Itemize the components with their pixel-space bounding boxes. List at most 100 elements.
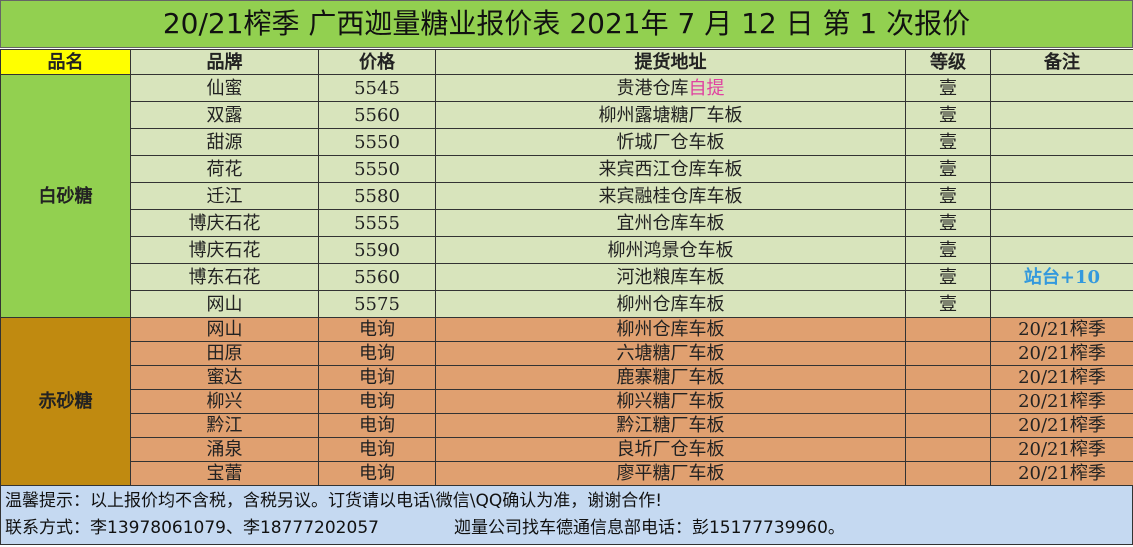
- address-text: 柳州仓库车板: [616, 293, 725, 315]
- address-cell: 柳州鸿景仓车板: [435, 236, 906, 264]
- brand-cell: 田原: [130, 341, 319, 366]
- table-row: 荷花 5550 来宾西江仓库车板 壹: [1, 155, 1133, 183]
- brand-cell: 博东石花: [130, 263, 319, 291]
- table-row: 迁江 5580 来宾融桂仓库车板 壹: [1, 182, 1133, 210]
- brand-cell: 仙蜜: [130, 74, 319, 102]
- address-text: 六塘糖厂车板: [616, 343, 725, 364]
- footer-notice: 温馨提示：以上报价均不含税，含税另议。订货请以电话\微信\QQ确认为准，谢谢合作…: [0, 486, 1133, 545]
- price-cell: 电询: [318, 365, 436, 390]
- grade-cell: 壹: [905, 263, 991, 291]
- price-cell: 5555: [318, 209, 436, 237]
- address-text: 贵港仓库: [616, 77, 689, 99]
- note-cell: 20/21榨季: [990, 341, 1133, 366]
- note-cell: 20/21榨季: [990, 389, 1133, 414]
- brand-cell: 宝蕾: [130, 461, 319, 486]
- grade-cell: 壹: [905, 290, 991, 318]
- grade-cell: 壹: [905, 236, 991, 264]
- address-text: 柳州鸿景仓车板: [607, 239, 734, 261]
- grade-cell: [905, 437, 991, 462]
- price-cell: 5560: [318, 101, 436, 129]
- table-row: 宝蕾 电询 廖平糖厂车板 20/21榨季: [1, 461, 1133, 486]
- brand-cell: 网山: [130, 317, 319, 342]
- header-note: 备注: [990, 49, 1133, 75]
- price-cell: 电询: [318, 461, 436, 486]
- table-row: 网山 5575 柳州仓库车板 壹: [1, 290, 1133, 318]
- grade-cell: [905, 365, 991, 390]
- grade-cell: 壹: [905, 101, 991, 129]
- note-cell: [990, 182, 1133, 210]
- note-cell: [990, 236, 1133, 264]
- header-row: 品名 品牌 价格 提货地址 等级 备注: [0, 49, 1133, 75]
- header-category: 品名: [0, 49, 131, 75]
- grade-cell: 壹: [905, 74, 991, 102]
- address-cell: 柳州露塘糖厂车板: [435, 101, 906, 129]
- table-row: 博东石花 5560 河池粮库车板 壹站台+10: [1, 263, 1133, 291]
- address-cell: 廖平糖厂车板: [435, 461, 906, 486]
- address-text: 来宾融桂仓库车板: [598, 185, 743, 207]
- address-text: 鹿寨糖厂车板: [616, 367, 725, 388]
- page-title: 20/21榨季 广西迦量糖业报价表 2021年 7 月 12 日 第 1 次报价: [0, 0, 1133, 48]
- note-cell: [990, 128, 1133, 156]
- address-cell: 柳兴糖厂车板: [435, 389, 906, 414]
- address-cell: 六塘糖厂车板: [435, 341, 906, 366]
- grade-cell: [905, 461, 991, 486]
- address-cell: 柳州仓库车板: [435, 290, 906, 318]
- address-cell: 柳州仓库车板: [435, 317, 906, 342]
- table-row: 柳兴 电询 柳兴糖厂车板 20/21榨季: [1, 389, 1133, 414]
- note-cell: [990, 209, 1133, 237]
- note-cell: [990, 101, 1133, 129]
- table-row: 博庆石花 5555 宜州仓库车板 壹: [1, 209, 1133, 237]
- price-cell: 电询: [318, 437, 436, 462]
- brand-cell: 网山: [130, 290, 319, 318]
- table-row: 白砂糖 仙蜜 5545 贵港仓库自提壹: [0, 74, 1133, 318]
- company-phone: 迦量公司找车德通信息部电话：彭15177739960。: [453, 518, 845, 538]
- price-cell: 5560: [318, 263, 436, 291]
- table-row: 博庆石花 5590 柳州鸿景仓车板 壹: [1, 236, 1133, 264]
- address-text: 宜州仓库车板: [616, 212, 725, 234]
- note-cell: [990, 290, 1133, 318]
- note-cell: 20/21榨季: [990, 317, 1133, 342]
- address-text: 柳州仓库车板: [616, 319, 725, 340]
- contact-line: 联系方式：李13978061079、李18777202057 迦量公司找车德通信息…: [5, 515, 1132, 542]
- header-price: 价格: [318, 49, 436, 75]
- brand-cell: 涌泉: [130, 437, 319, 462]
- price-cell: 电询: [318, 341, 436, 366]
- address-text: 廖平糖厂车板: [616, 463, 725, 484]
- price-cell: 电询: [318, 317, 436, 342]
- price-cell: 5550: [318, 155, 436, 183]
- price-table: 品名 品牌 价格 提货地址 等级 备注 白砂糖 仙蜜 5545 贵港仓库自提壹双露 55…: [0, 49, 1133, 486]
- grade-cell: 壹: [905, 128, 991, 156]
- brand-cell: 甜源: [130, 128, 319, 156]
- price-cell: 5545: [318, 74, 436, 102]
- note-cell: [990, 74, 1133, 102]
- address-cell: 贵港仓库自提: [435, 74, 906, 102]
- address-cell: 河池粮库车板: [435, 263, 906, 291]
- category-cell: 赤砂糖: [0, 317, 131, 486]
- brand-cell: 博庆石花: [130, 236, 319, 264]
- table-row: 黔江 电询 黔江糖厂车板 20/21榨季: [1, 413, 1133, 438]
- price-cell: 5550: [318, 128, 436, 156]
- table-row: 赤砂糖 网山 电询 柳州仓库车板 20/21榨季: [0, 317, 1133, 486]
- grade-cell: [905, 413, 991, 438]
- price-cell: 5590: [318, 236, 436, 264]
- address-text: 柳州露塘糖厂车板: [598, 104, 743, 126]
- header-brand: 品牌: [130, 49, 319, 75]
- brand-cell: 迁江: [130, 182, 319, 210]
- brand-cell: 荷花: [130, 155, 319, 183]
- address-cell: 鹿寨糖厂车板: [435, 365, 906, 390]
- pickup-tag: 自提: [688, 77, 725, 99]
- address-text: 河池粮库车板: [616, 266, 725, 288]
- address-text: 忻城厂仓车板: [616, 131, 725, 153]
- grade-cell: [905, 389, 991, 414]
- header-address: 提货地址: [435, 49, 906, 75]
- address-text: 黔江糖厂车板: [616, 415, 725, 436]
- address-text: 来宾西江仓库车板: [598, 158, 743, 180]
- brand-cell: 黔江: [130, 413, 319, 438]
- address-text: 柳兴糖厂车板: [616, 391, 725, 412]
- price-cell: 电询: [318, 389, 436, 414]
- address-cell: 宜州仓库车板: [435, 209, 906, 237]
- brand-cell: 双露: [130, 101, 319, 129]
- grade-cell: 壹: [905, 182, 991, 210]
- category-cell: 白砂糖: [0, 74, 131, 318]
- address-cell: 忻城厂仓车板: [435, 128, 906, 156]
